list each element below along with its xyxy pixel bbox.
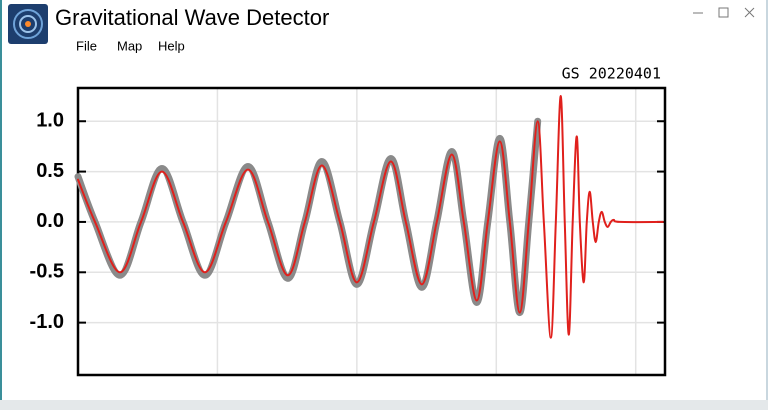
menu-item[interactable]: File: [76, 38, 97, 53]
maximize-button[interactable]: [718, 7, 729, 18]
menu-item[interactable]: Map: [117, 38, 142, 53]
y-tick-label: 0.5: [36, 160, 64, 182]
y-tick-label: -1.0: [30, 311, 64, 333]
y-tick-label: -0.5: [30, 261, 64, 283]
window-title: Gravitational Wave Detector: [55, 5, 329, 30]
status-bar: [0, 400, 768, 410]
wave-line: [77, 95, 664, 339]
menu-item[interactable]: Help: [158, 38, 185, 53]
window-controls[interactable]: [693, 7, 755, 18]
y-tick-label: 0.0: [36, 210, 64, 232]
close-button[interactable]: [744, 7, 755, 18]
app-icon: [8, 4, 48, 44]
y-tick-label: 1.0: [36, 110, 64, 132]
window-border: [766, 0, 768, 410]
chart-title: GS 20220401: [562, 65, 661, 83]
window-border: [0, 0, 2, 410]
plot: -1.0 -0.5 0.0 0.5 1.0: [30, 86, 667, 377]
